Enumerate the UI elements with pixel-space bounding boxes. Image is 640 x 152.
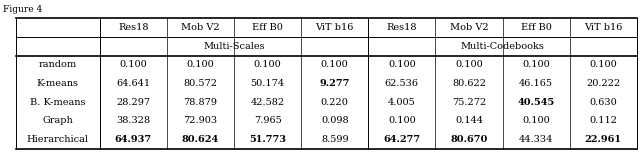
Text: 0.098: 0.098 (321, 116, 349, 125)
Text: 0.100: 0.100 (253, 60, 282, 69)
Text: 4.005: 4.005 (388, 98, 416, 107)
Text: 0.100: 0.100 (120, 60, 147, 69)
Text: 28.297: 28.297 (116, 98, 150, 107)
Text: 0.100: 0.100 (321, 60, 349, 69)
Text: 0.100: 0.100 (522, 116, 550, 125)
Text: Multi-Codebooks: Multi-Codebooks (461, 42, 545, 51)
Text: 9.277: 9.277 (319, 79, 350, 88)
Text: Figure 4: Figure 4 (3, 5, 42, 14)
Text: 0.100: 0.100 (187, 60, 214, 69)
Text: Mob V2: Mob V2 (181, 23, 220, 32)
Text: 64.937: 64.937 (115, 135, 152, 144)
Text: 0.144: 0.144 (455, 116, 483, 125)
Text: Mob V2: Mob V2 (450, 23, 488, 32)
Text: 0.100: 0.100 (388, 116, 416, 125)
Text: 40.545: 40.545 (518, 98, 555, 107)
Text: K-means: K-means (37, 79, 79, 88)
Text: 38.328: 38.328 (116, 116, 150, 125)
Text: 75.272: 75.272 (452, 98, 486, 107)
Text: Graph: Graph (42, 116, 73, 125)
Text: 8.599: 8.599 (321, 135, 349, 144)
Text: 0.112: 0.112 (589, 116, 617, 125)
Text: Res18: Res18 (118, 23, 148, 32)
Text: 80.572: 80.572 (184, 79, 218, 88)
Text: Eff B0: Eff B0 (521, 23, 552, 32)
Text: 0.100: 0.100 (522, 60, 550, 69)
Text: 42.582: 42.582 (250, 98, 285, 107)
Text: 80.624: 80.624 (182, 135, 219, 144)
Text: 0.100: 0.100 (455, 60, 483, 69)
Text: 78.879: 78.879 (184, 98, 218, 107)
Text: 46.165: 46.165 (519, 79, 553, 88)
Text: 80.622: 80.622 (452, 79, 486, 88)
Text: 64.641: 64.641 (116, 79, 150, 88)
Text: B. K-means: B. K-means (30, 98, 86, 107)
Text: 0.220: 0.220 (321, 98, 349, 107)
Text: Eff B0: Eff B0 (252, 23, 283, 32)
Text: 0.100: 0.100 (589, 60, 617, 69)
Text: 50.174: 50.174 (250, 79, 285, 88)
Text: 20.222: 20.222 (586, 79, 620, 88)
Text: ViT b16: ViT b16 (316, 23, 354, 32)
Text: 22.961: 22.961 (585, 135, 621, 144)
Text: Hierarchical: Hierarchical (27, 135, 89, 144)
Text: Res18: Res18 (387, 23, 417, 32)
Text: 7.965: 7.965 (253, 116, 282, 125)
Text: ViT b16: ViT b16 (584, 23, 623, 32)
Text: 62.536: 62.536 (385, 79, 419, 88)
Text: Multi-Scales: Multi-Scales (204, 42, 265, 51)
Text: 0.630: 0.630 (589, 98, 617, 107)
Text: 80.670: 80.670 (451, 135, 488, 144)
Text: 64.277: 64.277 (383, 135, 420, 144)
Text: 44.334: 44.334 (519, 135, 554, 144)
Text: 51.773: 51.773 (249, 135, 286, 144)
Text: random: random (39, 60, 77, 69)
Text: 72.903: 72.903 (184, 116, 218, 125)
Text: 0.100: 0.100 (388, 60, 416, 69)
